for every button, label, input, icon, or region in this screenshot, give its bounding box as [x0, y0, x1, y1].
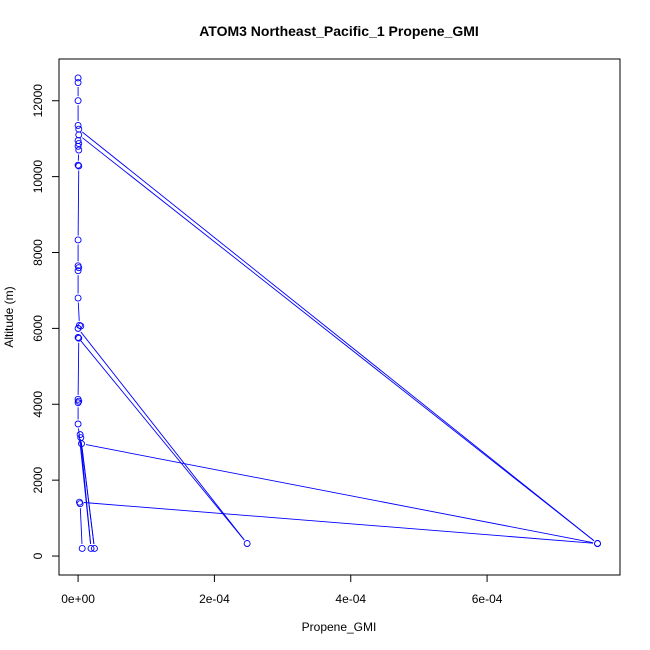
data-point — [75, 162, 83, 170]
y-tick-label: 2000 — [31, 466, 45, 493]
data-point — [78, 440, 85, 448]
series-segment — [82, 131, 595, 542]
series-segment — [80, 331, 245, 541]
x-tick-label: 0e+00 — [61, 592, 95, 606]
data-point — [75, 125, 83, 133]
data-point — [74, 161, 82, 169]
y-axis: 0 2000 4000 6000 8000 10000 12000 — [31, 84, 60, 559]
y-axis-label: Altitude (m) — [2, 286, 16, 347]
plot-area — [74, 74, 601, 552]
x-tick-label: 4e-04 — [335, 592, 366, 606]
data-point — [74, 236, 82, 244]
data-point — [76, 500, 84, 508]
data-point — [76, 431, 84, 439]
y-tick-label: 10000 — [31, 160, 45, 194]
y-tick-label: 8000 — [31, 239, 45, 266]
x-tick-label: 2e-04 — [199, 592, 230, 606]
data-point — [74, 324, 82, 332]
x-tick-label: 6e-04 — [472, 592, 503, 606]
series-segment — [77, 302, 80, 321]
data-point — [74, 97, 82, 105]
data-point — [74, 334, 82, 341]
data-point — [74, 121, 82, 129]
series-segment — [80, 340, 245, 541]
data-point — [75, 146, 83, 154]
series-segment — [81, 448, 95, 545]
data-point — [74, 267, 82, 275]
data-point — [75, 334, 83, 342]
y-tick-label: 4000 — [31, 391, 45, 418]
data-point — [74, 142, 82, 150]
plot-frame — [58, 58, 621, 576]
series-segment — [85, 444, 594, 544]
data-point — [74, 294, 82, 302]
y-tick-label: 6000 — [31, 315, 45, 342]
series-segment — [77, 342, 80, 395]
data-point — [243, 540, 251, 547]
x-axis: 0e+00 2e-04 4e-04 6e-04 — [61, 574, 503, 606]
data-point — [74, 399, 82, 407]
series-segment — [80, 439, 92, 545]
data-point — [90, 544, 98, 552]
y-tick-label: 12000 — [31, 84, 45, 118]
series-segment — [83, 502, 594, 544]
data-point — [594, 540, 601, 547]
data-point — [78, 544, 86, 552]
data-point — [75, 264, 83, 272]
chart-title: ATOM3 Northeast_Pacific_1 Propene_GMI — [199, 23, 479, 39]
data-point — [74, 420, 82, 428]
series-segment — [82, 137, 595, 542]
y-tick-label: 0 — [31, 552, 45, 559]
data-point — [74, 79, 82, 86]
series-segment — [77, 170, 80, 236]
x-axis-label: Propene_GMI — [302, 620, 377, 634]
data-point — [74, 74, 82, 82]
series-segment — [79, 508, 83, 544]
data-point — [75, 131, 83, 139]
data-point — [87, 544, 95, 552]
